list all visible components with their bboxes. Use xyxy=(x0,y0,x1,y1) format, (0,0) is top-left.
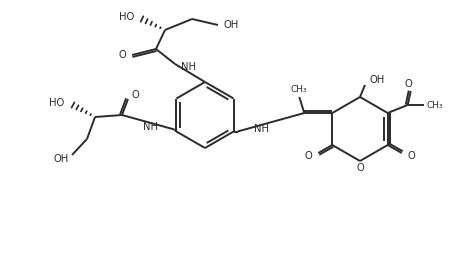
Text: HO: HO xyxy=(119,12,134,22)
Text: O: O xyxy=(118,50,126,60)
Text: CH₃: CH₃ xyxy=(291,86,307,94)
Text: OH: OH xyxy=(54,154,69,164)
Text: NH: NH xyxy=(181,62,196,72)
Text: O: O xyxy=(405,79,413,89)
Text: O: O xyxy=(305,151,312,161)
Text: OH: OH xyxy=(223,20,238,30)
Text: OH: OH xyxy=(369,75,384,85)
Text: NH: NH xyxy=(254,124,268,135)
Text: O: O xyxy=(356,163,364,173)
Text: HO: HO xyxy=(49,98,64,108)
Text: O: O xyxy=(132,90,140,100)
Text: CH₃: CH₃ xyxy=(427,101,443,109)
Text: O: O xyxy=(407,151,415,161)
Text: NH: NH xyxy=(143,122,158,132)
